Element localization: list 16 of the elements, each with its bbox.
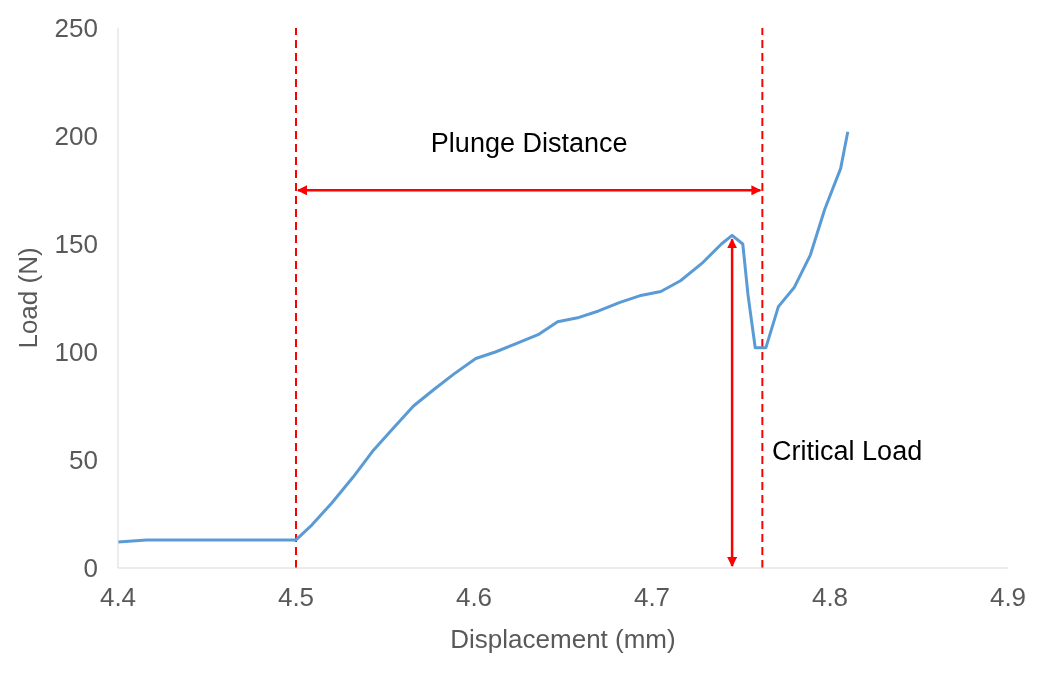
y-tick-label: 100 — [54, 337, 98, 368]
x-axis-title: Displacement (mm) — [450, 624, 676, 654]
x-tick-label: 4.5 — [277, 582, 315, 613]
annotation: Plunge Distance — [430, 128, 628, 159]
y-axis-title: Load (N) — [13, 247, 44, 349]
y-tick-label: 250 — [54, 13, 98, 44]
annotation: Critical Load — [772, 436, 923, 467]
x-tick-label: 4.8 — [811, 582, 849, 613]
y-tick-label: 150 — [54, 229, 98, 260]
x-tick-label: 4.4 — [99, 582, 137, 613]
y-tick-label: 0 — [83, 553, 98, 584]
x-tick-label: 4.7 — [633, 582, 671, 613]
y-tick-label: 50 — [69, 445, 98, 476]
y-tick-label: 200 — [54, 121, 98, 152]
x-tick-label: 4.6 — [455, 582, 493, 613]
x-tick-label: 4.9 — [989, 582, 1027, 613]
